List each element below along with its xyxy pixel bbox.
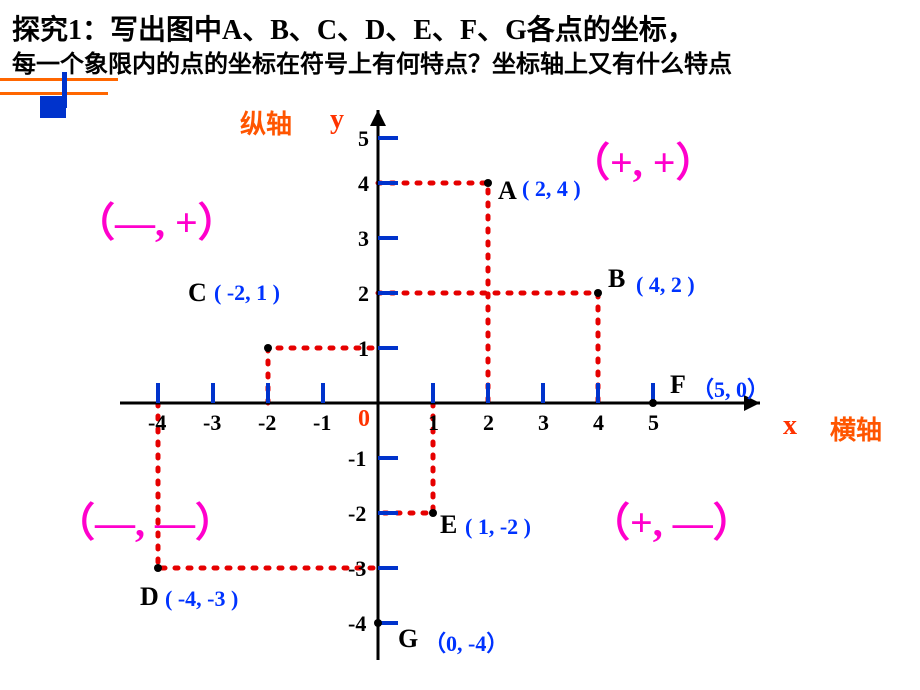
ytick--2: -2: [348, 501, 366, 527]
point-E-label: E: [440, 510, 457, 540]
xtick--3: -3: [203, 410, 221, 436]
xtick-1: 1: [428, 410, 439, 436]
point-A-label: A: [498, 176, 517, 206]
ytick-4: 4: [358, 171, 369, 197]
ytick-2: 2: [358, 281, 369, 307]
point-D-coord: ( -4, -3 ): [165, 586, 238, 612]
xtick-4: 4: [593, 410, 604, 436]
coordinate-plane: [0, 0, 920, 690]
point-D-label: D: [140, 582, 159, 612]
ytick-3: 3: [358, 226, 369, 252]
point-E-coord: ( 1, -2 ): [465, 514, 531, 540]
xtick--1: -1: [313, 410, 331, 436]
ytick-5: 5: [358, 126, 369, 152]
ytick--1: -1: [348, 446, 366, 472]
ytick--4: -4: [348, 611, 366, 637]
xtick--4: -4: [148, 410, 166, 436]
point-C-coord: ( -2, 1 ): [214, 280, 280, 306]
xtick--2: -2: [258, 410, 276, 436]
point-G-label: G: [398, 624, 418, 654]
xtick-2: 2: [483, 410, 494, 436]
ytick--3: -3: [348, 556, 366, 582]
ytick-1: 1: [358, 336, 369, 362]
point-F-coord: （5, 0）: [692, 372, 769, 404]
xtick-3: 3: [538, 410, 549, 436]
point-F-label: F: [670, 370, 686, 400]
point-G-coord: （0, -4）: [424, 626, 508, 658]
point-B-coord: ( 4, 2 ): [636, 272, 695, 298]
origin-label: 0: [358, 406, 370, 433]
point-C-label: C: [188, 278, 207, 308]
point-A-coord: ( 2, 4 ): [522, 176, 612, 202]
point-B-label: B: [608, 264, 625, 294]
xtick-5: 5: [648, 410, 659, 436]
